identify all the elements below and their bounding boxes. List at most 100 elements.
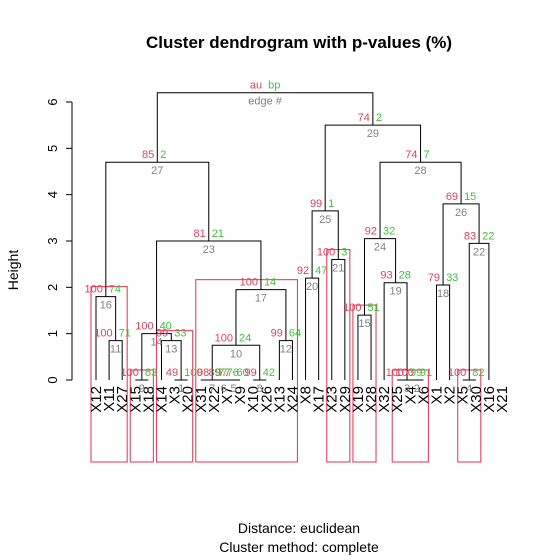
leaf-label-X8: X8 — [298, 386, 315, 404]
branch-edge-30 — [156, 92, 374, 163]
bp-value-3: 99 — [410, 367, 422, 379]
leaf-label-X7: X7 — [219, 386, 236, 404]
y-tick-label-2: 2 — [45, 284, 60, 291]
leaf-label-X29: X29 — [337, 386, 354, 413]
leaf-label-X11: X11 — [101, 386, 118, 412]
bp-value-28: 7 — [424, 149, 430, 161]
leaf-label-X24: X24 — [284, 386, 301, 413]
bp-value-17: 14 — [264, 277, 276, 289]
branch-edge-22 — [468, 242, 490, 380]
edge-number-7: 7 — [209, 383, 215, 395]
au-value-21: 100 — [317, 247, 335, 259]
bp-value-22: 22 — [482, 230, 494, 242]
bp-value-23: 21 — [212, 228, 224, 240]
au-value-3: 100 — [386, 367, 404, 379]
bp-value-21: 3 — [341, 247, 347, 259]
edge-number-25: 25 — [319, 214, 331, 226]
leaf-label-X3: X3 — [167, 386, 184, 404]
leaf-label-X23: X23 — [324, 386, 341, 413]
edge-number-3: 3 — [404, 383, 410, 395]
edge-number-30: edge # — [248, 96, 283, 108]
bp-value-18: 33 — [446, 272, 458, 284]
significant-cluster-rect-5 — [326, 248, 351, 463]
edge-number-6: 6 — [221, 383, 227, 395]
leaf-label-X12: X12 — [88, 386, 105, 413]
branch-edge-21 — [331, 259, 346, 380]
leaf-label-X19: X19 — [350, 386, 367, 413]
au-value-22: 83 — [464, 230, 476, 242]
y-tick-label-3: 3 — [45, 237, 60, 244]
bp-value-13: 33 — [174, 328, 186, 340]
au-value-20: 92 — [297, 265, 309, 277]
bp-value-16: 74 — [109, 284, 121, 296]
edge-number-4: 4 — [466, 383, 472, 395]
bp-value-9: 83 — [145, 367, 157, 379]
leaf-label-X27: X27 — [114, 386, 131, 413]
leaf-label-X32: X32 — [376, 386, 393, 413]
bp-value-2: 91 — [420, 367, 432, 379]
y-tick-label-5: 5 — [45, 145, 60, 152]
au-value-16: 100 — [84, 284, 102, 296]
leaf-label-X4: X4 — [402, 386, 419, 404]
bp-value-20: 47 — [315, 265, 327, 277]
au-value-8: 99 — [244, 367, 256, 379]
au-value-15: 100 — [343, 302, 361, 314]
y-axis-label: Height — [5, 250, 21, 291]
leaf-label-X20: X20 — [180, 386, 197, 413]
edge-number-21: 21 — [332, 263, 344, 275]
leaf-label-X5: X5 — [455, 386, 472, 404]
edge-number-17: 17 — [255, 293, 267, 305]
edge-number-26: 26 — [455, 207, 467, 219]
leaf-label-X9: X9 — [232, 386, 249, 404]
bp-value-5: 60 — [237, 367, 249, 379]
au-value-4: 100 — [448, 367, 466, 379]
leaf-label-X17: X17 — [311, 386, 328, 413]
leaf-label-X14: X14 — [153, 386, 170, 413]
edge-number-18: 18 — [437, 288, 449, 300]
edge-number-12: 12 — [280, 344, 292, 356]
au-value-29: 74 — [358, 112, 370, 124]
edge-number-10: 10 — [230, 348, 242, 360]
au-value-25: 99 — [310, 198, 322, 210]
bp-value-25: 1 — [328, 198, 334, 210]
au-value-23: 81 — [194, 228, 206, 240]
leaf-label-X30: X30 — [468, 386, 485, 413]
bp-value-14: 40 — [160, 321, 172, 333]
edge-number-5: 5 — [230, 383, 236, 395]
edge-number-13: 13 — [165, 344, 177, 356]
edge-number-23: 23 — [203, 244, 215, 256]
significant-cluster-rect-1 — [90, 286, 128, 463]
au-value-10: 100 — [215, 332, 233, 344]
y-axis: 0 1 2 3 4 5 6 — [45, 98, 73, 384]
edge-number-14: 14 — [150, 337, 162, 349]
au-value-9: 100 — [120, 367, 138, 379]
leaf-label-X31: X31 — [193, 386, 210, 413]
leaf-label-X6: X6 — [415, 386, 432, 404]
leaf-label-X18: X18 — [140, 386, 157, 413]
au-value-2: 100 — [396, 367, 414, 379]
significant-cluster-rect-4 — [195, 279, 299, 463]
y-tick-label-1: 1 — [45, 330, 60, 337]
au-value-30: au — [250, 80, 262, 92]
leaf-label-X15: X15 — [127, 386, 144, 413]
significant-cluster-rect-3 — [155, 330, 194, 463]
leaf-label-X10: X10 — [245, 386, 262, 413]
edge-number-19: 19 — [389, 286, 401, 298]
au-value-26: 69 — [446, 191, 458, 203]
edge-number-9: 9 — [139, 383, 145, 395]
au-value-17: 100 — [240, 277, 258, 289]
bp-value-11: 71 — [119, 328, 131, 340]
y-tick-label-6: 6 — [45, 98, 60, 105]
edge-number-15: 15 — [358, 318, 370, 330]
bp-value-26: 15 — [464, 191, 476, 203]
leaf-label-X13: X13 — [271, 386, 288, 413]
leaf-label-X16: X16 — [481, 386, 498, 413]
au-value-27: 85 — [142, 149, 154, 161]
au-value-18: 79 — [428, 272, 440, 284]
branch-edge-20 — [305, 277, 320, 380]
y-tick-label-0: 0 — [45, 376, 60, 383]
leaf-label-X28: X28 — [363, 386, 380, 413]
highlight-rectangles — [90, 248, 482, 463]
